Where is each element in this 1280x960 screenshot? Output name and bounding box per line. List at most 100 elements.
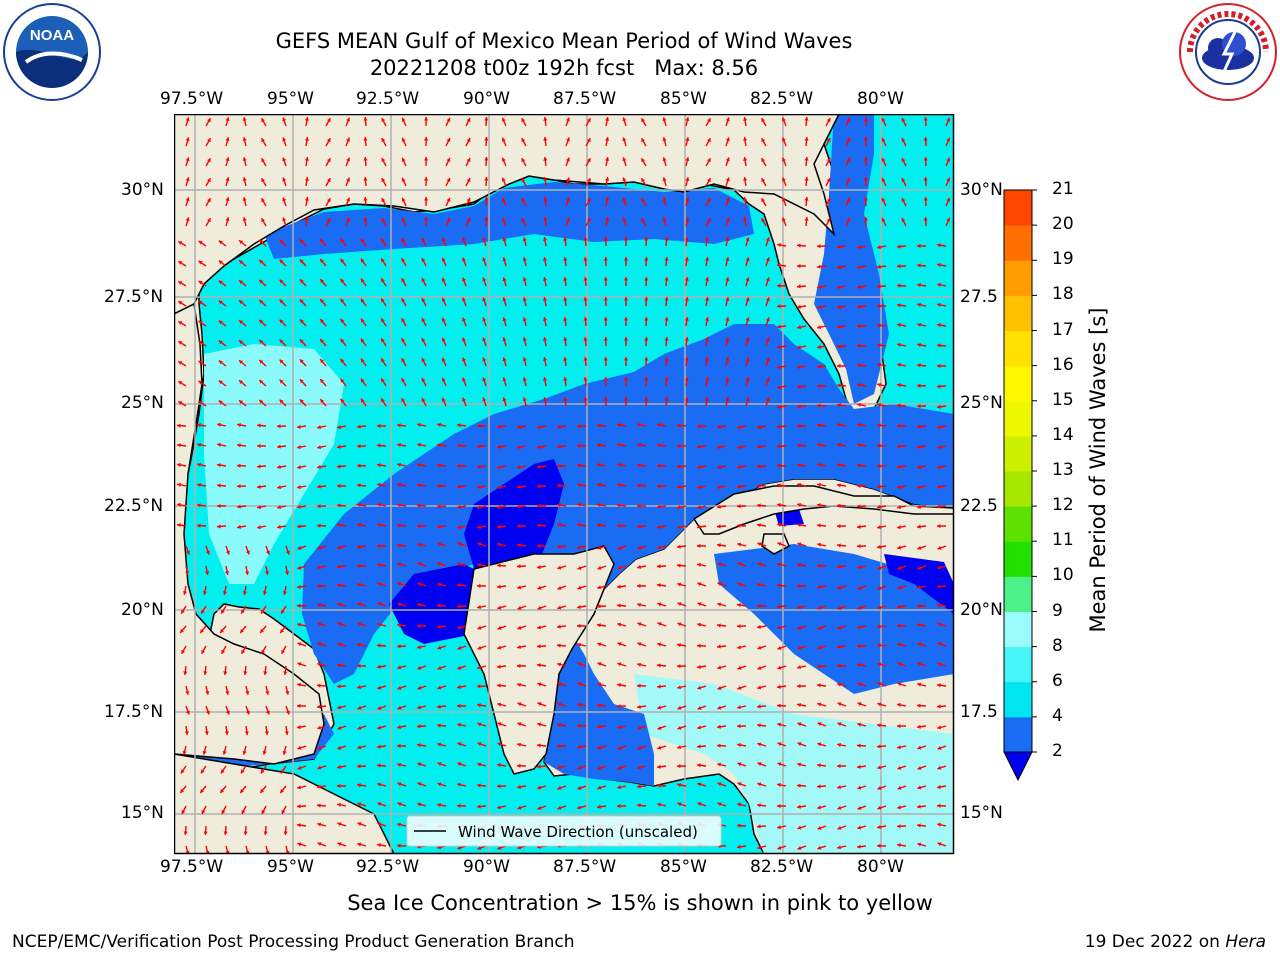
- wave-arrowhead: [340, 278, 345, 283]
- wave-arrowhead: [684, 317, 689, 321]
- wave-arrowhead: [917, 243, 921, 248]
- wave-arrowhead: [745, 317, 750, 322]
- wave-arrowhead: [846, 197, 851, 202]
- colorbar-tick-label: 11: [1052, 530, 1074, 551]
- wave-arrowhead: [381, 358, 385, 363]
- wave-arrowhead: [804, 197, 809, 201]
- colorbar-tick-label: 4: [1052, 705, 1063, 726]
- wave-arrowhead: [263, 831, 268, 835]
- wave-arrowhead: [557, 503, 561, 508]
- wave-arrowhead: [502, 317, 507, 322]
- wave-arrowhead: [797, 665, 801, 670]
- wave-arrowhead: [577, 585, 582, 590]
- wave-arrowhead: [877, 662, 882, 667]
- wave-arrowhead: [586, 158, 591, 163]
- wave-arrowhead: [360, 358, 365, 363]
- wave-arrowhead: [337, 822, 342, 827]
- wave-arrowhead: [218, 300, 223, 305]
- wave-arrowhead: [563, 297, 568, 301]
- wave-arrowhead: [424, 197, 429, 201]
- wave-arrowhead: [725, 357, 730, 362]
- wave-arrowhead: [797, 845, 802, 850]
- wave-arrowhead: [837, 403, 841, 408]
- wave-arrowhead: [617, 765, 622, 770]
- wave-arrowhead: [664, 317, 669, 321]
- wave-arrowhead: [340, 338, 345, 343]
- wave-arrowhead: [259, 319, 264, 324]
- wave-arrowhead: [917, 662, 922, 667]
- wave-arrowhead: [557, 424, 561, 429]
- wave-arrowhead: [837, 543, 841, 548]
- wave-arrowhead: [897, 702, 901, 707]
- wave-arrowhead: [657, 504, 661, 509]
- wave-arrowhead: [597, 785, 602, 790]
- footer-host: Hera: [1225, 932, 1266, 952]
- wave-arrowhead: [317, 842, 322, 847]
- wave-arrowhead: [521, 118, 526, 123]
- wave-arrowhead: [617, 662, 622, 667]
- wave-arrowhead: [857, 245, 861, 250]
- wave-arrowhead: [466, 117, 471, 122]
- wave-arrowhead: [937, 842, 942, 847]
- wave-arrowhead: [837, 344, 841, 349]
- wave-arrowhead: [566, 137, 570, 142]
- wave-arrowhead: [761, 158, 766, 163]
- wave-arrowhead: [644, 357, 649, 361]
- wave-arrowhead: [299, 259, 304, 264]
- wave-arrowhead: [205, 710, 210, 715]
- wave-arrowhead: [737, 425, 741, 430]
- wave-arrowhead: [797, 243, 801, 248]
- wave-arrowhead: [437, 422, 441, 427]
- wave-arrowhead: [543, 137, 548, 141]
- wave-arrowhead: [401, 258, 406, 263]
- wave-arrowhead: [817, 284, 821, 290]
- wave-arrowhead: [603, 237, 608, 241]
- wave-arrowhead: [757, 582, 762, 587]
- wave-arrowhead: [777, 562, 782, 567]
- wave-arrowhead: [657, 663, 661, 668]
- wave-arrowhead: [563, 377, 568, 381]
- noaa-logo: NOAA: [3, 3, 101, 101]
- wave-arrowhead: [381, 398, 385, 403]
- wave-arrowhead: [417, 542, 422, 547]
- central-america-landmass: [174, 753, 395, 854]
- wave-arrowhead: [457, 722, 461, 727]
- wave-arrowhead: [597, 545, 602, 550]
- wave-arrowhead: [397, 665, 402, 670]
- wave-arrowhead: [897, 264, 901, 269]
- wave-arrowhead: [946, 137, 951, 142]
- wave-arrowhead: [677, 582, 682, 587]
- wave-arrowhead: [583, 337, 588, 341]
- wave-arrowhead: [317, 622, 322, 627]
- wave-arrowhead: [183, 671, 188, 675]
- wave-arrowhead: [637, 602, 641, 607]
- wave-arrowhead: [337, 642, 342, 647]
- wave-arrowhead: [857, 625, 861, 630]
- wave-arrowhead: [761, 218, 766, 223]
- wave-arrowhead: [697, 643, 701, 648]
- wave-arrowhead: [817, 244, 821, 249]
- wave-arrowhead: [717, 543, 721, 548]
- wave-arrowhead: [617, 745, 622, 750]
- wave-arrowhead: [320, 239, 325, 244]
- wave-arrowhead: [477, 684, 481, 689]
- wave-arrowhead: [317, 425, 321, 430]
- wave-arrowhead: [777, 304, 781, 309]
- x-tick-bottom: 82.5°W: [750, 857, 814, 877]
- wave-arrowhead: [204, 731, 209, 735]
- wave-arrowhead: [317, 822, 322, 827]
- colorbar-segment: [1004, 716, 1032, 753]
- wave-arrowhead: [826, 218, 831, 223]
- wave-arrowhead: [622, 117, 627, 122]
- wave-arrowhead: [797, 804, 801, 809]
- wave-arrowhead: [897, 342, 901, 347]
- wave-arrowhead: [320, 279, 325, 284]
- wave-arrowhead: [462, 317, 466, 322]
- wave-arrowhead: [421, 377, 426, 382]
- wave-arrowhead: [337, 444, 341, 449]
- wave-arrowhead: [737, 484, 741, 489]
- wave-arrowhead: [597, 745, 602, 750]
- wave-arrowhead: [937, 465, 941, 470]
- wave-arrowhead: [381, 318, 385, 323]
- wave-arrowhead: [644, 377, 649, 381]
